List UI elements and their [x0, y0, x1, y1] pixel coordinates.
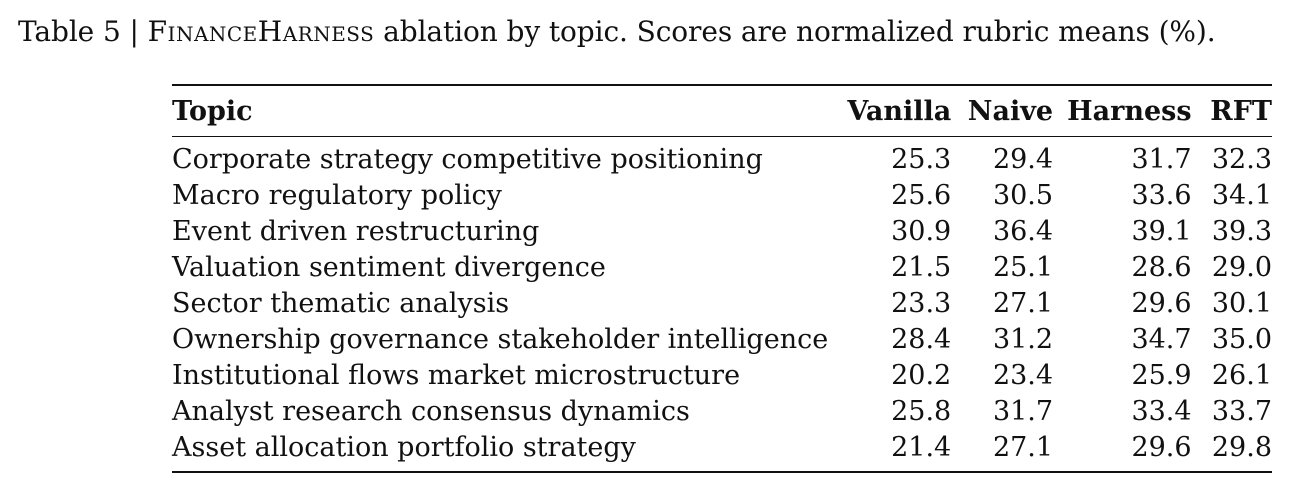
rft-cell: 30.1 — [1211, 287, 1272, 319]
table-row: Macro regulatory policy 25.6 30.5 33.6 3… — [172, 177, 1272, 213]
table-row: Sector thematic analysis 23.3 27.1 29.6 … — [172, 285, 1272, 321]
vanilla-cell: 23.3 — [891, 287, 952, 319]
naive-cell: 25.1 — [992, 251, 1054, 283]
harness-cell: 29.6 — [1131, 287, 1192, 319]
rft-cell: 33.7 — [1211, 395, 1272, 427]
topic-cell: Ownership governance stakeholder intelli… — [172, 323, 829, 355]
rft-cell: 35.0 — [1211, 323, 1272, 355]
table-row: Ownership governance stakeholder intelli… — [172, 321, 1272, 357]
rft-cell: 26.1 — [1211, 359, 1272, 391]
naive-cell: 30.5 — [992, 179, 1054, 211]
table-caption: Table 5 | FinanceHarness ablation by top… — [18, 12, 1288, 52]
rft-cell: 32.3 — [1211, 143, 1272, 175]
naive-cell: 31.2 — [992, 323, 1054, 355]
naive-cell: 29.4 — [992, 143, 1054, 175]
vanilla-cell: 25.8 — [891, 395, 952, 427]
naive-cell: 23.4 — [992, 359, 1054, 391]
harness-cell: 34.7 — [1131, 323, 1192, 355]
topic-cell: Analyst research consensus dynamics — [172, 395, 690, 427]
rft-cell: 29.0 — [1211, 251, 1272, 283]
topic-cell: Sector thematic analysis — [172, 287, 510, 319]
caption-text: ablation by topic. Scores are normalized… — [374, 15, 1216, 48]
header-vanilla: Vanilla — [828, 85, 952, 137]
topic-cell: Corporate strategy competitive positioni… — [172, 143, 763, 175]
naive-cell: 27.1 — [992, 431, 1054, 463]
vanilla-cell: 30.9 — [891, 215, 952, 247]
table-row: Institutional flows market microstructur… — [172, 357, 1272, 393]
vanilla-cell: 28.4 — [891, 323, 952, 355]
table-row: Asset allocation portfolio strategy 21.4… — [172, 429, 1272, 472]
naive-cell: 31.7 — [992, 395, 1054, 427]
table-row: Event driven restructuring 30.9 36.4 39.… — [172, 213, 1272, 249]
results-table: Topic Vanilla Naive Harness RFT Corporat… — [172, 84, 1272, 473]
topic-cell: Valuation sentiment divergence — [172, 251, 606, 283]
harness-cell: 25.9 — [1131, 359, 1192, 391]
harness-cell: 28.6 — [1131, 251, 1192, 283]
header-row: Topic Vanilla Naive Harness RFT — [172, 85, 1272, 137]
header-harness: Harness — [1053, 85, 1192, 137]
header-rft: RFT — [1191, 85, 1272, 137]
vanilla-cell: 21.5 — [891, 251, 952, 283]
vanilla-cell: 21.4 — [891, 431, 952, 463]
topic-cell: Asset allocation portfolio strategy — [172, 431, 636, 463]
table-row: Analyst research consensus dynamics 25.8… — [172, 393, 1272, 429]
caption-label: Table 5 | — [18, 15, 148, 48]
harness-cell: 39.1 — [1131, 215, 1192, 247]
harness-cell: 33.6 — [1131, 179, 1192, 211]
vanilla-cell: 20.2 — [891, 359, 952, 391]
harness-cell: 33.4 — [1131, 395, 1192, 427]
harness-cell: 31.7 — [1131, 143, 1192, 175]
caption-system-name: FinanceHarness — [147, 15, 375, 48]
naive-cell: 27.1 — [992, 287, 1054, 319]
table-row: Valuation sentiment divergence 21.5 25.1… — [172, 249, 1272, 285]
naive-cell: 36.4 — [992, 215, 1054, 247]
header-naive: Naive — [951, 85, 1054, 137]
vanilla-cell: 25.6 — [891, 179, 952, 211]
header-topic: Topic — [172, 85, 829, 137]
vanilla-cell: 25.3 — [891, 143, 952, 175]
topic-cell: Event driven restructuring — [172, 215, 540, 247]
table-row: Corporate strategy competitive positioni… — [172, 137, 1272, 178]
topic-cell: Macro regulatory policy — [172, 179, 502, 211]
topic-cell: Institutional flows market microstructur… — [172, 359, 741, 391]
rft-cell: 29.8 — [1211, 431, 1272, 463]
rft-cell: 34.1 — [1211, 179, 1272, 211]
rft-cell: 39.3 — [1211, 215, 1272, 247]
harness-cell: 29.6 — [1131, 431, 1192, 463]
